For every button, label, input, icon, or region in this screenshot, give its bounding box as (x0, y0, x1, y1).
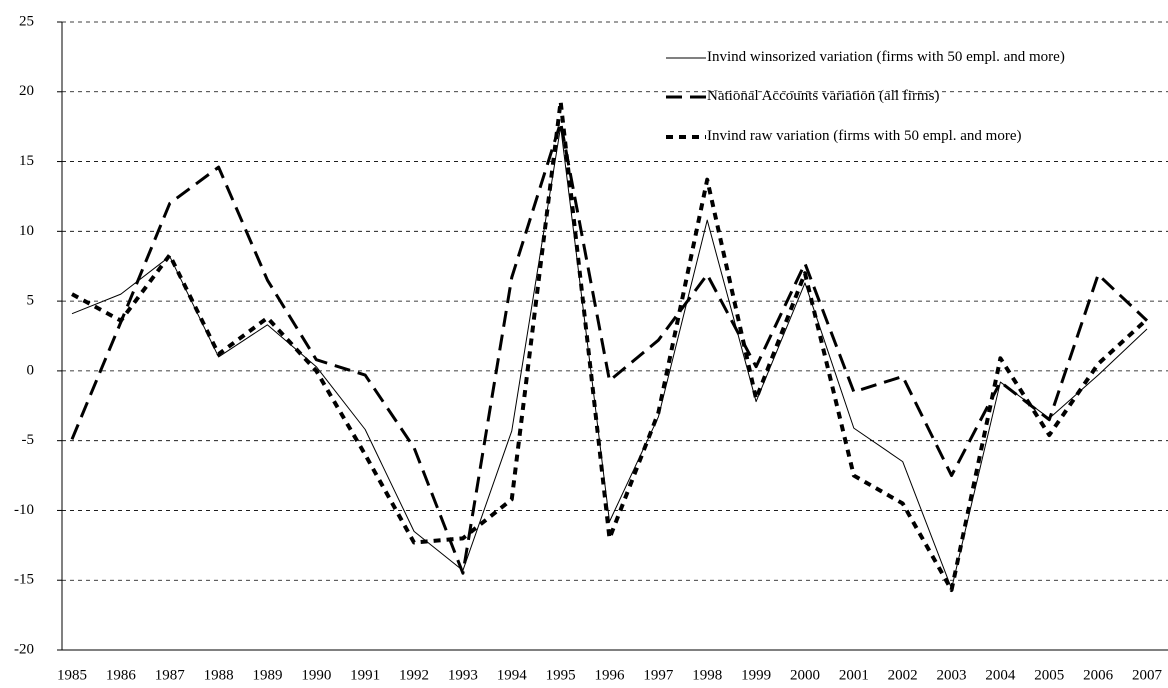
x-tick-label: 2002 (888, 667, 918, 683)
y-tick-label: 20 (19, 83, 34, 99)
x-tick-label: 1986 (106, 667, 137, 683)
y-tick-label: -10 (14, 502, 34, 518)
legend-item: Invind raw variation (firms with 50 empl… (707, 129, 1022, 144)
x-tick-label: 1998 (692, 667, 722, 683)
x-tick-label: 2004 (985, 667, 1016, 683)
x-tick-label: 1992 (399, 667, 429, 683)
x-tick-label: 1991 (350, 667, 380, 683)
legend-label: National Accounts variation (all firms) (707, 89, 940, 104)
y-tick-label: 25 (19, 13, 34, 29)
y-tick-label: 5 (27, 293, 35, 309)
y-tick-label: -15 (14, 572, 34, 588)
x-tick-label: 1993 (448, 667, 478, 683)
x-tick-label: 1999 (741, 667, 771, 683)
x-tick-label: 1996 (595, 667, 626, 683)
series-line (70, 120, 1149, 575)
x-tick-label: 1995 (546, 667, 576, 683)
x-tick-label: 2000 (790, 667, 820, 683)
y-tick-label: 10 (19, 223, 34, 239)
x-tick-label: 1990 (301, 667, 331, 683)
y-tick-label: 15 (19, 153, 34, 169)
y-tick-label: -20 (14, 641, 34, 657)
x-tick-label: 1988 (204, 667, 234, 683)
x-tick-label: 2005 (1034, 667, 1064, 683)
x-tick-label: 1985 (57, 667, 87, 683)
x-tick-label: 1994 (497, 667, 528, 683)
series-line (71, 99, 1149, 592)
y-tick-label: 0 (27, 362, 35, 378)
x-tick-label: 1989 (252, 667, 282, 683)
x-tick-label: 2007 (1132, 667, 1163, 683)
x-tick-label: 1987 (155, 667, 186, 683)
legend-label: Invind winsorized variation (firms with … (707, 50, 1065, 65)
x-tick-label: 2003 (937, 667, 967, 683)
series-line (71, 126, 1148, 590)
x-tick-label: 1997 (643, 667, 674, 683)
legend-label: Invind raw variation (firms with 50 empl… (707, 129, 1022, 144)
legend-item: Invind winsorized variation (firms with … (707, 50, 1065, 65)
y-tick-label: -5 (22, 432, 35, 448)
x-tick-label: 2001 (839, 667, 869, 683)
legend-item: National Accounts variation (all firms) (707, 89, 940, 104)
x-tick-label: 2006 (1083, 667, 1114, 683)
